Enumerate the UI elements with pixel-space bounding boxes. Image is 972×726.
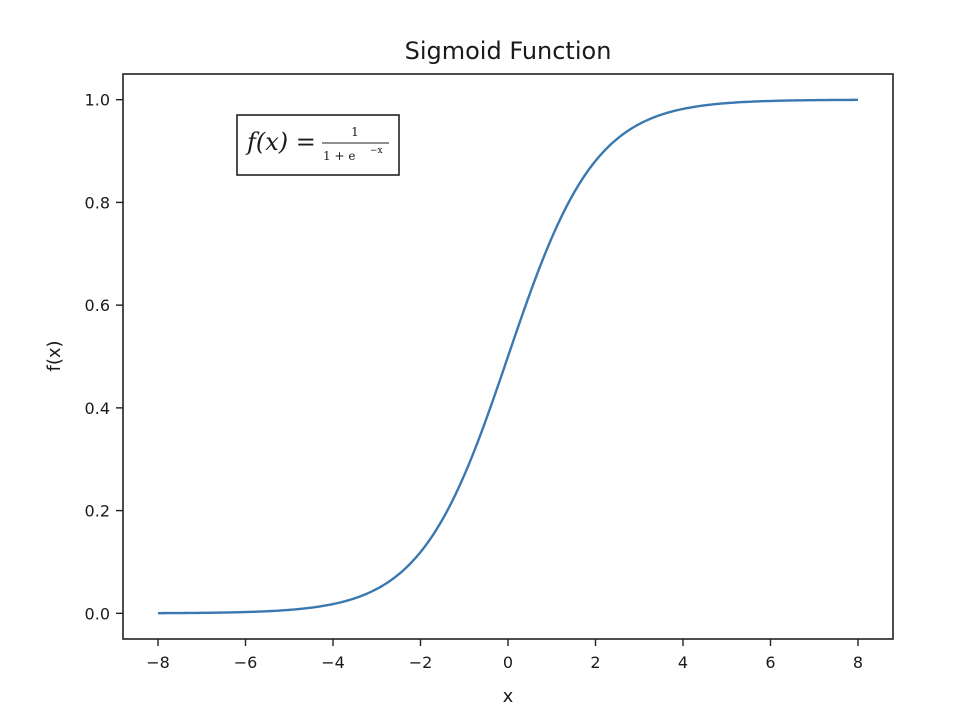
x-tick-label: 6 (765, 653, 775, 672)
y-axis-label: f(x) (44, 340, 65, 371)
x-tick-label: −4 (321, 653, 345, 672)
x-tick-label: −6 (234, 653, 258, 672)
y-tick-label: 0.8 (85, 193, 110, 212)
y-tick-label: 0.4 (85, 399, 110, 418)
formula-numerator: 1 (351, 125, 359, 139)
chart-title: Sigmoid Function (405, 37, 612, 65)
formula-exponent: −x (370, 146, 383, 156)
x-axis-label: x (503, 686, 514, 707)
x-tick-label: 2 (590, 653, 600, 672)
formula-box-border (236, 114, 400, 176)
formula-denominator: 1 + e (323, 149, 355, 163)
y-tick-label: 0.0 (85, 604, 110, 623)
y-tick-label: 1.0 (85, 91, 110, 110)
sigmoid-line (157, 98, 859, 615)
formula-lhs: f(x) = (245, 128, 316, 156)
y-tick-label: 0.2 (85, 502, 110, 521)
x-tick-label: 0 (503, 653, 513, 672)
x-tick-label: 8 (853, 653, 863, 672)
x-axis-ticks: −8 −6 −4 −2 0 2 4 6 8 (146, 639, 863, 672)
formula-annotation: f(x) = 1 1 + e −x (236, 114, 400, 176)
x-tick-label: −8 (146, 653, 170, 672)
x-tick-label: −2 (409, 653, 433, 672)
y-axis-ticks: 0.0 0.2 0.4 0.6 0.8 1.0 (85, 91, 123, 623)
y-tick-label: 0.6 (85, 296, 110, 315)
x-tick-label: 4 (678, 653, 688, 672)
